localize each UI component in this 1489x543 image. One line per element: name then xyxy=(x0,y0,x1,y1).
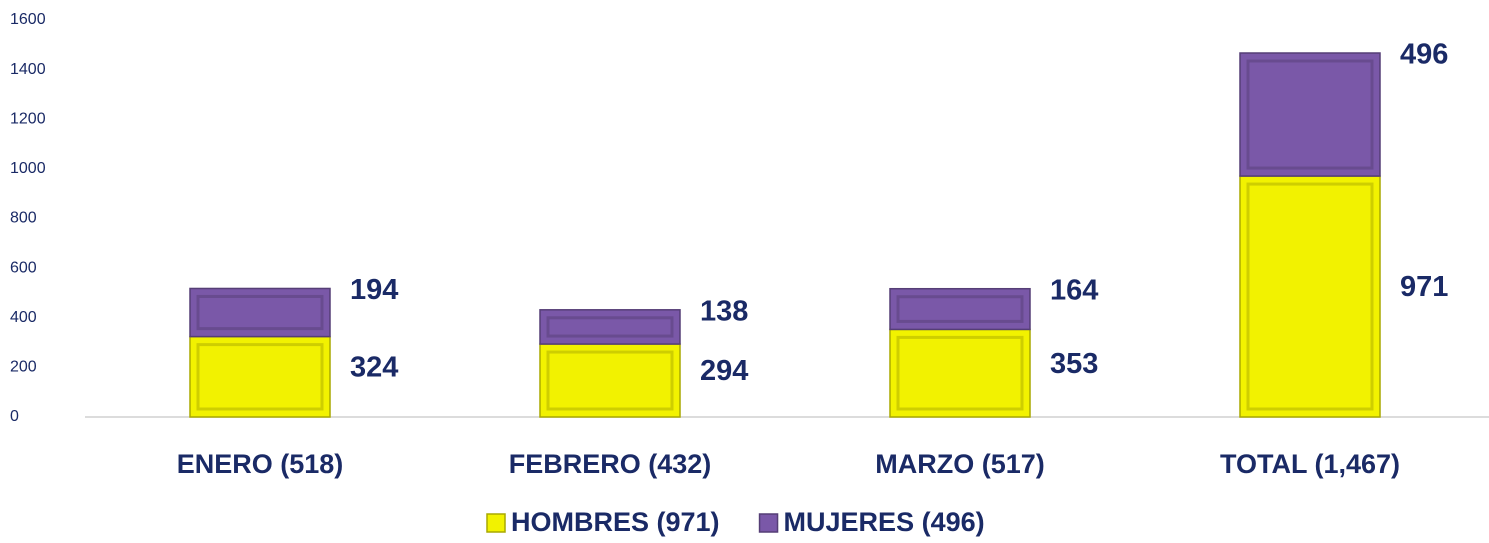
bar-segment xyxy=(889,328,1031,418)
bar-bevel xyxy=(196,343,324,411)
value-label: 971 xyxy=(1400,271,1448,303)
bar xyxy=(539,309,681,345)
legend-label: HOMBRES (971) xyxy=(511,507,720,537)
bar xyxy=(189,335,331,418)
x-tick-label: ENERO (518) xyxy=(177,449,344,479)
bar-bevel xyxy=(1246,59,1374,170)
value-label: 164 xyxy=(1050,274,1098,306)
bar-segment xyxy=(889,287,1031,331)
bar xyxy=(889,287,1031,331)
bar-segment xyxy=(189,287,331,338)
legend-label: MUJERES (496) xyxy=(784,507,985,537)
bar-bevel xyxy=(1246,182,1374,411)
y-tick-label: 800 xyxy=(10,210,37,227)
bar-segment xyxy=(539,343,681,418)
legend-swatch xyxy=(758,513,779,533)
bar xyxy=(539,343,681,418)
bar-segment xyxy=(1239,52,1381,177)
y-tick-label: 400 xyxy=(10,309,37,326)
bar-bevel xyxy=(546,316,674,338)
x-tick-label: FEBRERO (432) xyxy=(509,449,712,479)
bar-segment xyxy=(539,309,681,345)
y-tick-label: 0 xyxy=(10,408,19,425)
y-tick-label: 600 xyxy=(10,259,37,276)
value-label: 138 xyxy=(700,295,748,327)
y-tick-label: 1000 xyxy=(10,160,46,177)
y-tick-label: 1200 xyxy=(10,110,46,127)
y-tick-label: 200 xyxy=(10,359,37,376)
bar-segment xyxy=(189,335,331,418)
bar-segment xyxy=(1239,175,1381,418)
x-tick-label: MARZO (517) xyxy=(875,449,1045,479)
bar-bevel xyxy=(546,350,674,411)
value-label: 353 xyxy=(1050,348,1098,380)
value-label: 194 xyxy=(350,274,398,306)
value-label: 294 xyxy=(700,355,748,387)
bar xyxy=(889,328,1031,418)
legend-swatch xyxy=(486,513,506,533)
bar xyxy=(1239,52,1381,177)
y-tick-label: 1600 xyxy=(10,11,46,28)
bar-bevel xyxy=(896,335,1024,411)
y-tick-label: 1400 xyxy=(10,61,46,78)
value-label: 496 xyxy=(1400,39,1448,71)
x-tick-label: TOTAL (1,467) xyxy=(1220,449,1400,479)
bar-bevel xyxy=(896,295,1024,323)
value-label: 324 xyxy=(350,351,398,383)
bar-bevel xyxy=(196,294,324,331)
bar xyxy=(1239,175,1381,418)
